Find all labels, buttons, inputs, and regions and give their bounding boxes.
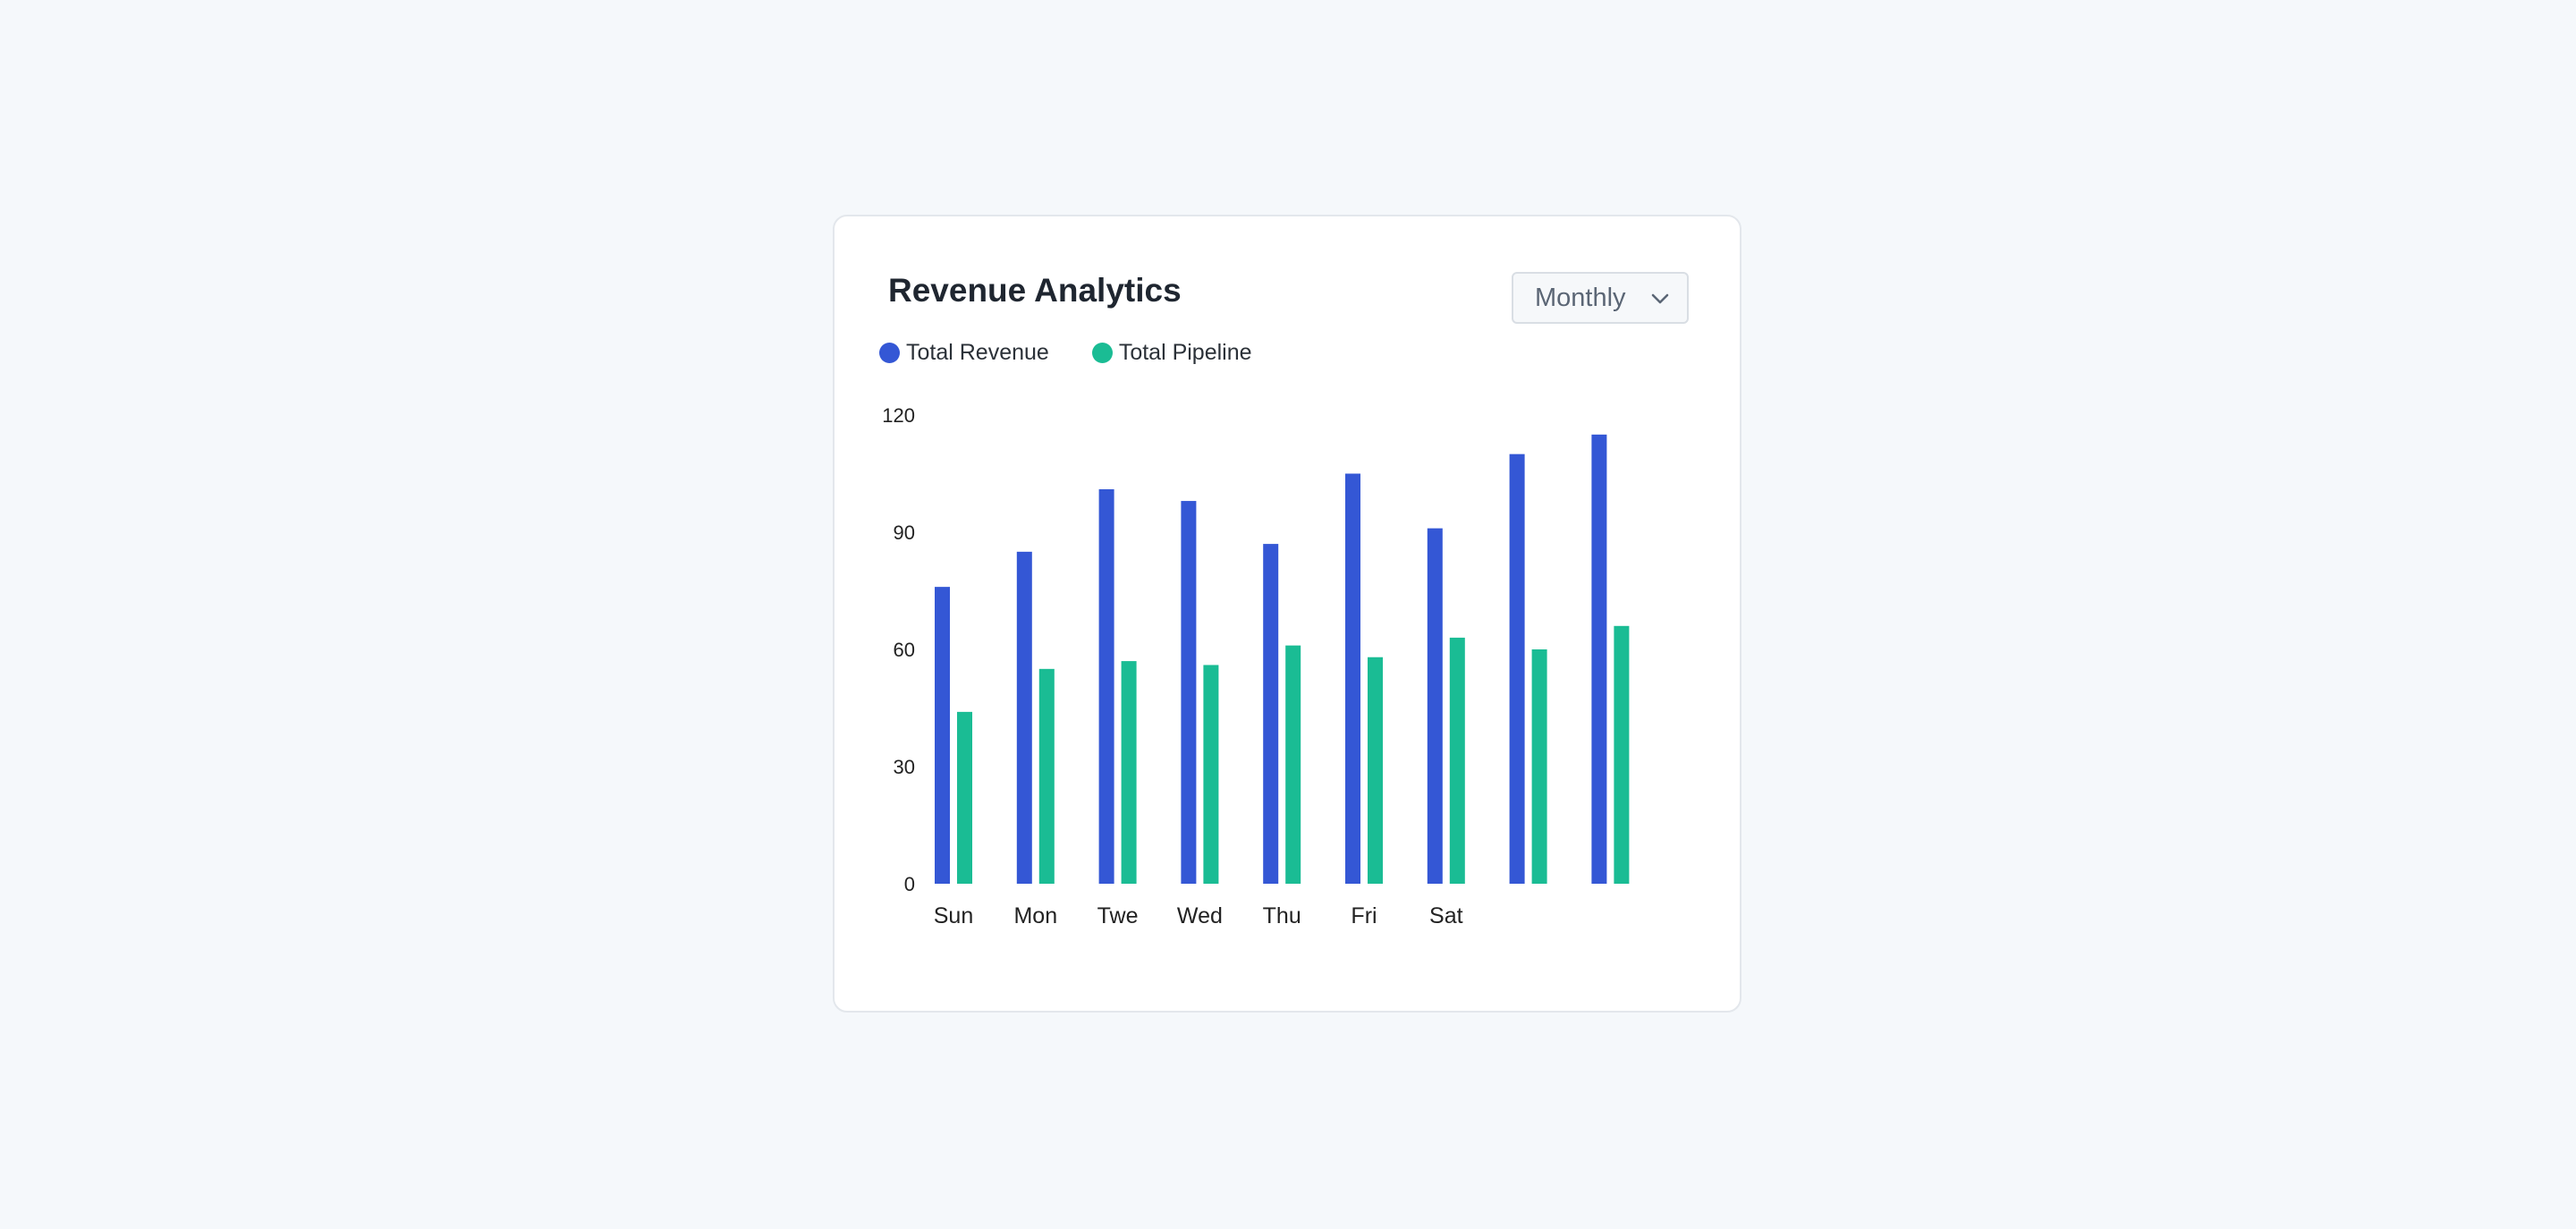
x-tick-label-sun: Sun — [934, 903, 973, 928]
x-tick-label-wed: Wed — [1177, 903, 1223, 928]
x-tick-label-fri: Fri — [1351, 903, 1377, 928]
bar-pipeline-7 — [1449, 637, 1465, 884]
chart-legend: Total Revenue Total Pipeline — [879, 340, 1295, 366]
legend-label-pipeline: Total Pipeline — [1118, 340, 1252, 365]
bar-pipeline-2 — [1038, 668, 1055, 884]
legend-item-total-revenue[interactable]: Total Revenue — [879, 340, 1049, 366]
bar-revenue-9 — [1591, 434, 1607, 884]
bar-pipeline-1 — [957, 711, 972, 884]
legend-label-revenue: Total Revenue — [906, 340, 1049, 365]
bar-pipeline-9 — [1614, 625, 1630, 884]
x-tick-label-thu: Thu — [1263, 903, 1301, 928]
y-tick-label-120: 120 — [882, 404, 915, 427]
x-tick-label-twe: Twe — [1097, 903, 1139, 928]
chevron-down-icon — [1651, 293, 1669, 304]
period-dropdown[interactable]: Monthly — [1512, 272, 1689, 324]
bar-revenue-1 — [935, 587, 950, 884]
legend-dot-pipeline — [1091, 343, 1113, 363]
revenue-analytics-card: Revenue Analytics Monthly Total Revenue … — [833, 215, 1741, 1013]
revenue-bar-chart: 0 30 60 90 120 Sun Mon Twe Wed Thu Fri Sat — [882, 404, 1630, 928]
bar-pipeline-3 — [1121, 661, 1137, 884]
bar-pipeline-6 — [1368, 657, 1383, 884]
bar-revenue-5 — [1263, 544, 1279, 884]
period-dropdown-value: Monthly — [1535, 283, 1626, 312]
bar-revenue-7 — [1427, 528, 1443, 884]
legend-dot-revenue — [879, 343, 900, 363]
legend-item-total-pipeline[interactable]: Total Pipeline — [1091, 340, 1252, 366]
bar-revenue-4 — [1181, 501, 1197, 884]
bar-revenue-6 — [1345, 473, 1360, 884]
bar-revenue-3 — [1098, 488, 1114, 884]
bar-revenue-8 — [1509, 453, 1525, 884]
bar-pipeline-5 — [1285, 645, 1301, 884]
card-title: Revenue Analytics — [888, 272, 1182, 309]
bar-revenue-2 — [1016, 551, 1032, 884]
y-tick-label-90: 90 — [894, 521, 915, 544]
y-tick-label-0: 0 — [904, 873, 915, 895]
y-tick-label-30: 30 — [894, 756, 915, 778]
bar-pipeline-8 — [1531, 649, 1547, 884]
x-tick-label-sat: Sat — [1429, 903, 1463, 928]
y-tick-label-60: 60 — [894, 639, 915, 661]
bar-pipeline-4 — [1203, 665, 1219, 884]
x-tick-label-mon: Mon — [1013, 903, 1057, 928]
